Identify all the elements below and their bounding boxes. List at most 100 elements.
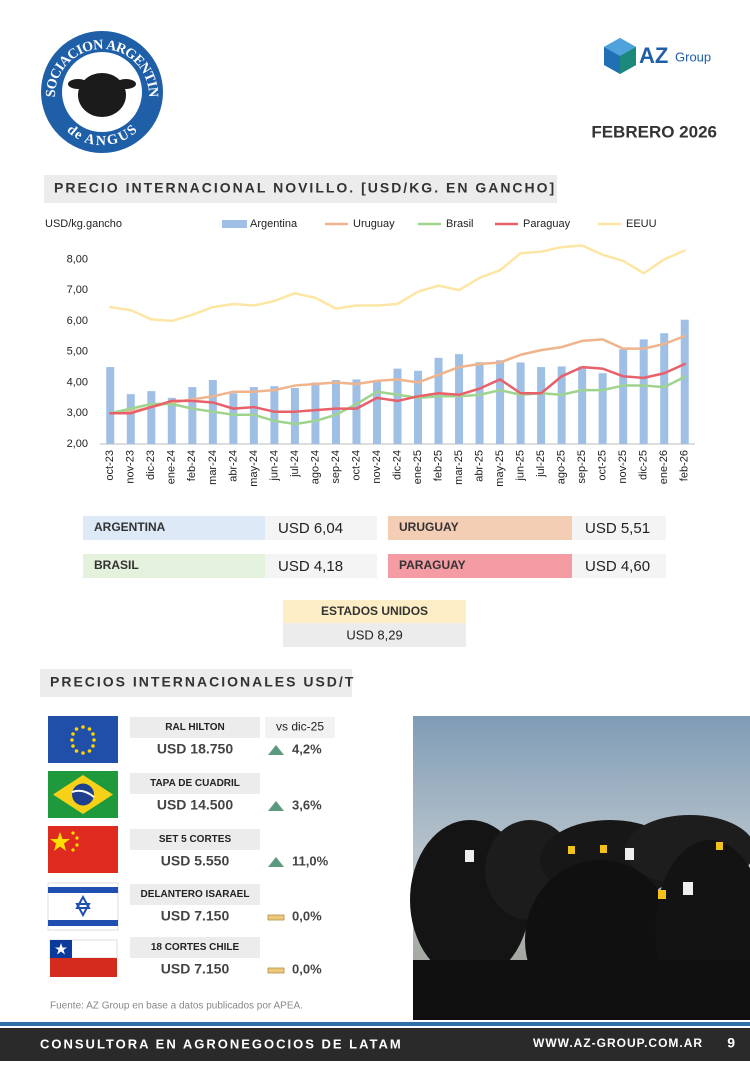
legend-label: Paraguay (523, 218, 571, 230)
x-tick-label: oct-25 (597, 450, 609, 481)
y-tick-label: 7,00 (67, 284, 88, 296)
summary-value-box (283, 623, 466, 647)
footer-rule (0, 1022, 750, 1026)
x-tick-label: ene-24 (166, 450, 178, 484)
bar (188, 387, 197, 444)
bar (290, 388, 299, 444)
flag-eu (48, 716, 118, 763)
bar (393, 368, 402, 444)
product-name-box (130, 717, 260, 738)
series-line (109, 334, 686, 415)
x-tick-label: dic-25 (638, 450, 650, 480)
bar (270, 386, 279, 444)
summary-label-box (83, 554, 265, 578)
summary-value-box (572, 554, 666, 578)
bar (496, 360, 505, 444)
section-title-box (44, 175, 557, 203)
price-change: 3,6% (292, 797, 322, 812)
legend-label: Brasil (446, 218, 474, 230)
summary-value: USD 4,60 (585, 558, 650, 575)
x-tick-label: mar-24 (207, 450, 219, 485)
y-tick-label: 8,00 (67, 253, 88, 265)
summary-label: ESTADOS UNIDOS (321, 604, 428, 618)
summary-label: URUGUAY (399, 520, 459, 534)
summary-value-box (265, 554, 377, 578)
legend-label: Uruguay (353, 218, 395, 230)
bar (229, 393, 238, 444)
az-logo: AZ Group (604, 38, 711, 74)
summary-label-box (283, 600, 466, 623)
bar (557, 366, 566, 444)
x-tick-label: oct-24 (350, 450, 362, 481)
summary-value-box (572, 516, 666, 540)
bar (680, 319, 689, 444)
bar (352, 379, 361, 444)
section-title: PRECIOS INTERNACIONALES USD/T (50, 674, 355, 690)
bar (598, 373, 607, 444)
summary-label-box (388, 516, 572, 540)
y-axis-label: USD/kg.gancho (45, 218, 122, 230)
x-tick-label: jun-25 (515, 450, 527, 482)
prices-table: vs dic-25 RAL HILTON USD 18.750 4,2% TAPA D… (130, 717, 335, 977)
x-tick-label: dic-24 (391, 450, 403, 480)
price-change: 0,0% (292, 961, 322, 976)
x-tick-label: ene-26 (658, 450, 670, 484)
footer-tagline: CONSULTORA EN AGRONEGOCIOS DE LATAM (40, 1036, 403, 1051)
x-tick-label: jul-25 (535, 450, 547, 478)
x-tick-label: jul-24 (289, 450, 301, 478)
summary-label-box (388, 554, 572, 578)
bar (311, 382, 320, 444)
summary-label-box (83, 516, 265, 540)
x-tick-label: may-24 (248, 450, 260, 487)
y-tick-label: 4,00 (67, 376, 88, 388)
footer-url: WWW.AZ-GROUP.COM.AR (533, 1036, 703, 1050)
bar (639, 339, 648, 444)
summary-value: USD 5,51 (585, 520, 650, 537)
x-tick-label: mar-25 (453, 450, 465, 485)
x-tick-label: sep-25 (576, 450, 588, 484)
bar (455, 354, 464, 444)
x-tick-label: may-25 (494, 450, 506, 487)
x-tick-label: feb-25 (432, 450, 444, 481)
x-tick-label: nov-24 (371, 450, 383, 484)
product-name-box (130, 829, 260, 850)
series-line (109, 362, 686, 415)
summary-label: ARGENTINA (94, 520, 166, 534)
bar (167, 397, 176, 444)
trend-up (268, 801, 284, 811)
product-name: 18 CORTES CHILE (151, 942, 240, 953)
product-price: USD 5.550 (161, 853, 230, 869)
x-tick-label: oct-23 (104, 450, 116, 481)
product-price: USD 7.150 (161, 961, 230, 977)
legend-label: EEUU (626, 218, 657, 230)
product-name-box (130, 884, 260, 905)
x-tick-label: ago-25 (556, 450, 568, 484)
x-tick-label: sep-24 (330, 450, 342, 484)
flag-chile (49, 939, 118, 977)
series-line (109, 375, 686, 426)
bar (619, 349, 628, 444)
x-tick-label: feb-24 (186, 450, 198, 481)
series-line (109, 244, 686, 323)
footer-bar (0, 1028, 750, 1061)
brand-sub: Group (675, 49, 711, 64)
flag-brazil (48, 771, 118, 818)
summary-label: BRASIL (94, 558, 139, 572)
product-name: DELANTERO ISARAEL (141, 889, 250, 900)
bar (660, 333, 669, 444)
product-name-box (130, 773, 260, 794)
x-tick-label: jun-24 (268, 450, 280, 482)
y-tick-label: 6,00 (67, 315, 88, 327)
summary-value: USD 8,29 (346, 627, 402, 642)
bar (372, 380, 381, 444)
product-price: USD 18.750 (157, 741, 233, 757)
x-tick-label: abr-24 (227, 450, 239, 482)
bar (578, 366, 587, 444)
legend-swatch (222, 220, 247, 228)
flag-china (48, 826, 118, 873)
x-tick-label: dic-23 (145, 450, 157, 480)
x-tick-label: ago-24 (309, 450, 321, 484)
bar (537, 367, 546, 444)
